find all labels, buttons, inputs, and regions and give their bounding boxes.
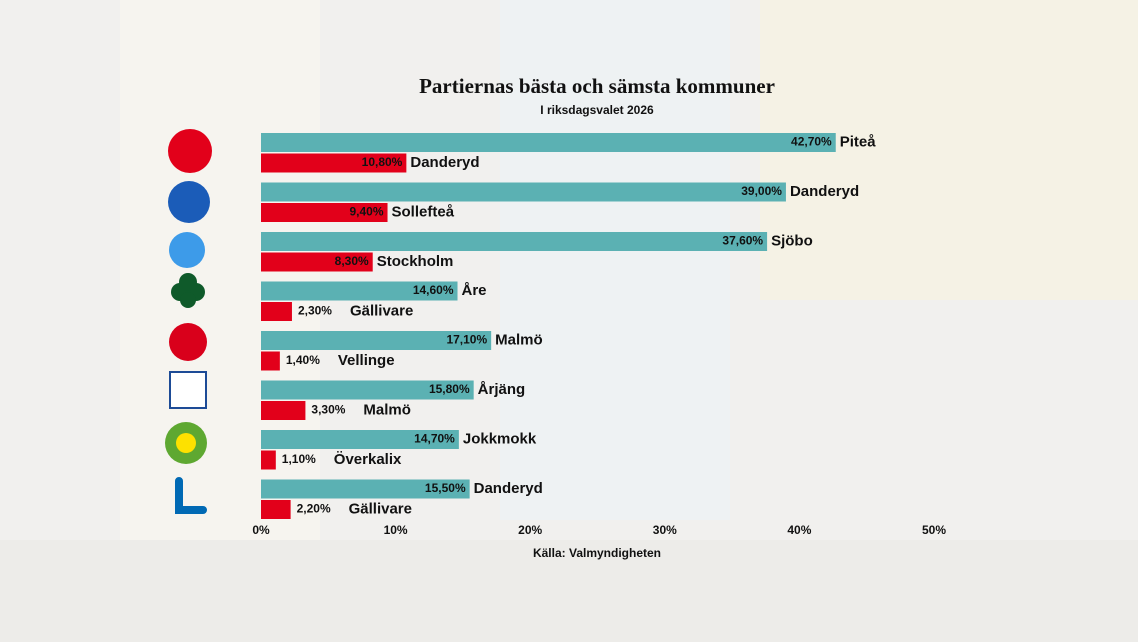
value-label: 2,20% [297, 502, 331, 516]
value-label: 8,30% [335, 254, 369, 268]
logo-l [175, 477, 207, 514]
party-logos [165, 129, 212, 514]
place-label: Danderyd [790, 183, 859, 200]
bar [261, 153, 407, 173]
logo-kd [169, 371, 207, 409]
place-label: Överkalix [334, 451, 402, 468]
place-label: Jokkmokk [463, 430, 537, 447]
chart-title: Partiernas bästa och sämsta kommuner [419, 74, 775, 98]
logo-c [171, 273, 205, 308]
place-label: Gällivare [349, 500, 412, 517]
bar [261, 133, 836, 152]
bar [261, 351, 280, 371]
place-label: Gällivare [350, 302, 413, 319]
x-tick-label: 30% [653, 523, 677, 537]
value-label: 37,60% [722, 234, 763, 248]
value-label: 2,30% [298, 304, 332, 318]
value-label: 15,50% [425, 481, 466, 495]
background-ballots [500, 0, 730, 520]
place-label: Stockholm [377, 253, 454, 270]
place-label: Sjöbo [771, 232, 813, 249]
bar [261, 450, 276, 470]
logo-mp-sun [176, 433, 196, 453]
place-label: Vellinge [338, 352, 395, 369]
bar [261, 331, 492, 350]
bar [261, 182, 786, 202]
x-tick-label: 0% [252, 523, 270, 537]
place-label: Malmö [363, 401, 411, 418]
x-tick-label: 40% [787, 523, 811, 537]
bar [261, 380, 474, 400]
chart-subtitle: I riksdagsvalet 2026 [540, 103, 654, 117]
value-label: 14,60% [413, 283, 454, 297]
bar [261, 252, 373, 272]
value-label: 42,70% [791, 135, 832, 149]
background-table [0, 540, 1138, 642]
background-ballots [120, 0, 320, 560]
place-label: Danderyd [474, 480, 543, 497]
value-label: 10,80% [362, 155, 403, 169]
x-tick-label: 10% [384, 523, 408, 537]
place-label: Malmö [495, 331, 543, 348]
source: Källa: Valmyndigheten [533, 546, 661, 560]
value-label: 1,10% [282, 452, 316, 466]
place-label: Danderyd [410, 154, 479, 171]
value-label: 15,80% [429, 382, 470, 396]
bar [261, 203, 388, 222]
value-label: 1,40% [286, 353, 320, 367]
place-label: Sollefteå [392, 203, 455, 220]
place-label: Årjäng [478, 381, 526, 398]
bar [261, 232, 768, 251]
x-tick-label: 50% [922, 523, 946, 537]
bar [261, 479, 470, 499]
value-label: 14,70% [414, 432, 455, 446]
logo-sd [169, 232, 205, 268]
value-label: 9,40% [349, 205, 383, 219]
bar [261, 302, 292, 321]
value-label: 3,30% [311, 403, 345, 417]
logo-v [169, 323, 207, 361]
bar [261, 500, 291, 519]
logo-m [168, 181, 210, 223]
place-label: Piteå [840, 133, 877, 150]
bar [261, 430, 459, 449]
place-label: Åre [462, 282, 487, 299]
x-tick-label: 20% [518, 523, 542, 537]
value-label: 39,00% [741, 184, 782, 198]
bar [261, 281, 458, 301]
bar [261, 401, 306, 420]
value-label: 17,10% [446, 333, 487, 347]
logo-s [168, 129, 212, 173]
